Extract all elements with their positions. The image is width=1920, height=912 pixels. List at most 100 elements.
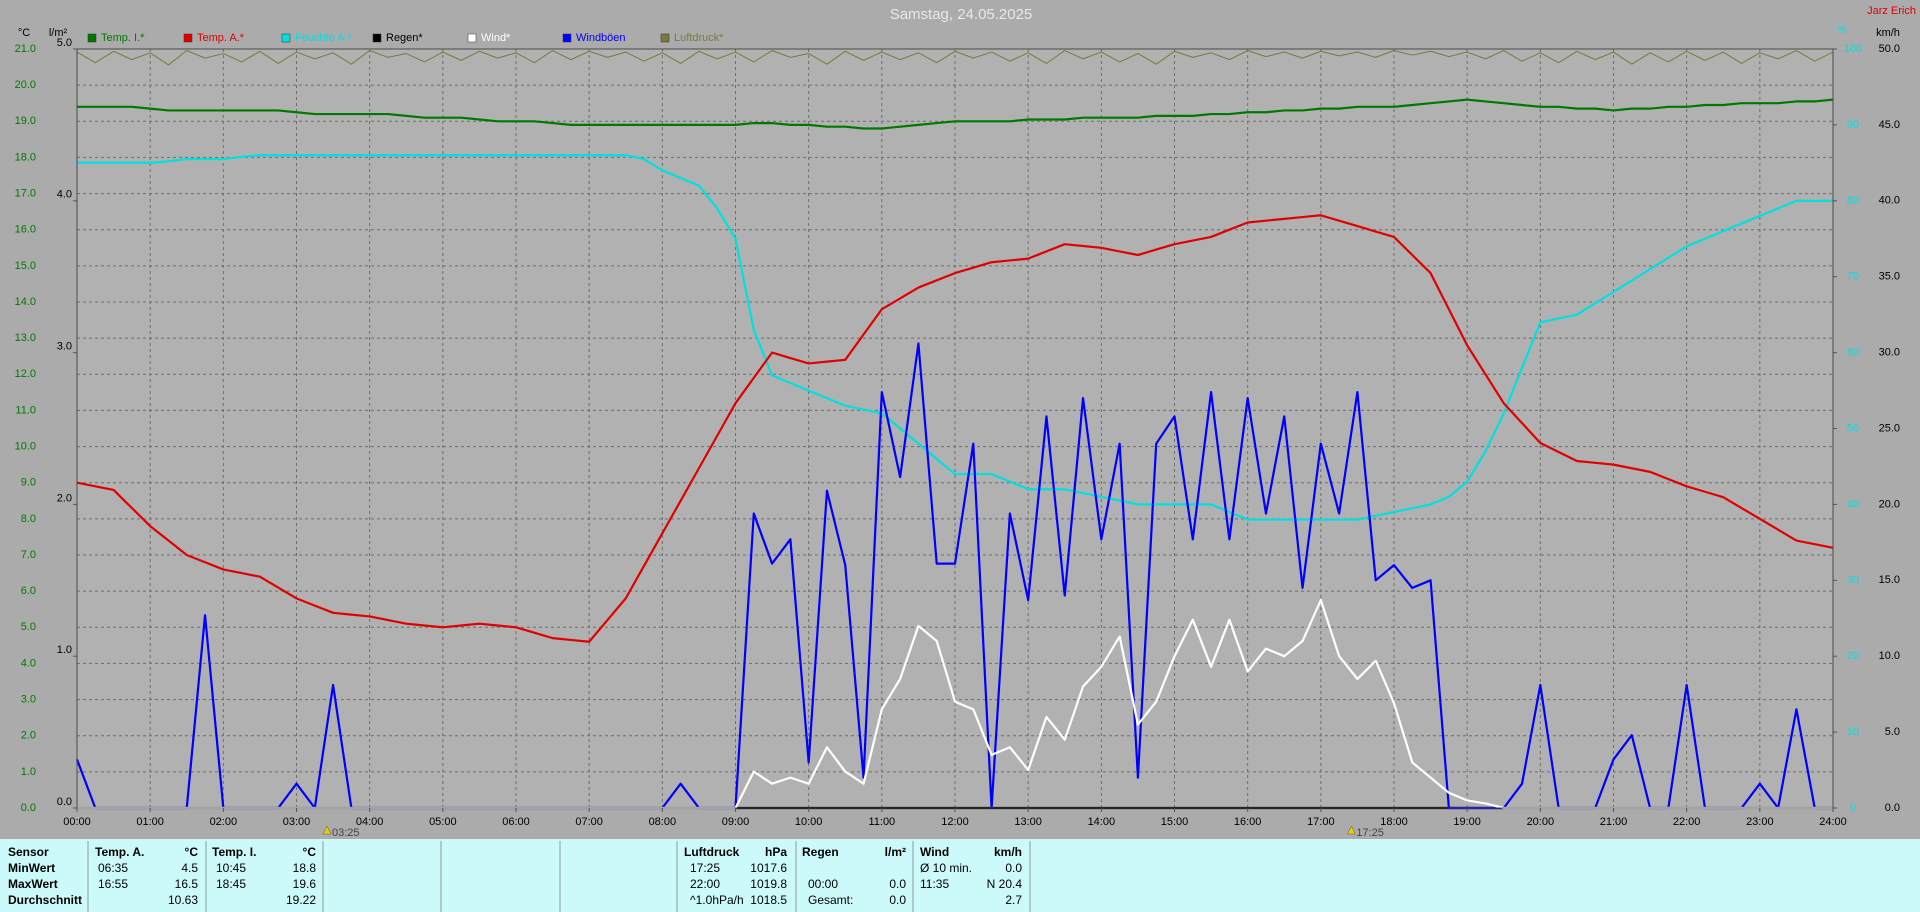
legend-label: Luftdruck* [674, 32, 724, 44]
x-tick-label: 21:00 [1600, 816, 1628, 828]
humidity-tick-label: 50 [1847, 422, 1859, 434]
x-tick-label: 11:00 [868, 816, 895, 828]
rain-tick-label: 0.0 [57, 796, 72, 808]
y-tick-label: 15.0 [15, 260, 36, 272]
y-tick-label: 5.0 [21, 621, 36, 633]
legend-swatch [87, 33, 97, 43]
y-tick-label: 2.0 [21, 730, 36, 742]
wind-tick-label: 40.0 [1879, 195, 1900, 207]
annotation-marker [322, 825, 332, 835]
table-header: Temp. I. [212, 845, 256, 859]
table-cell: 17:25 [690, 861, 720, 875]
humidity-tick-label: 100 [1844, 43, 1862, 55]
legend-swatch [372, 33, 382, 43]
station-name: Jarz Erich [1867, 5, 1916, 17]
x-tick-label: 03:00 [283, 816, 311, 828]
table-cell: 0.0 [1005, 861, 1022, 875]
table-cell: 06:35 [98, 861, 128, 875]
x-tick-label: 10:00 [795, 816, 823, 828]
stats-panel [0, 839, 1920, 912]
table-cell: 19.6 [293, 877, 317, 891]
humidity-tick-label: 60 [1847, 347, 1859, 359]
y-tick-label: 20.0 [15, 79, 36, 91]
annotation-label: 03:25 [332, 827, 360, 839]
x-tick-label: 18:00 [1380, 816, 1408, 828]
table-header: Temp. A. [95, 845, 144, 859]
table-cell: 1019.8 [750, 877, 787, 891]
series-line [77, 154, 1833, 521]
table-cell: 0.0 [889, 893, 906, 907]
annotation-label: 17:25 [1356, 827, 1384, 839]
y-tick-label: 3.0 [21, 693, 36, 705]
rain-tick-label: 4.0 [57, 189, 72, 201]
wind-tick-label: 35.0 [1879, 271, 1900, 283]
table-header: Sensor [8, 845, 49, 859]
y-tick-label: 17.0 [15, 187, 36, 199]
humidity-axis-unit: % [1837, 24, 1847, 36]
x-tick-label: 12:00 [941, 816, 969, 828]
wind-tick-label: 20.0 [1879, 498, 1900, 510]
legend-label: Temp. A.* [197, 32, 245, 44]
table-cell: 10.63 [168, 893, 198, 907]
wind-tick-label: 30.0 [1879, 347, 1900, 359]
legend-swatch [660, 33, 670, 43]
table-cell: 16:55 [98, 877, 128, 891]
humidity-tick-label: 70 [1847, 271, 1859, 283]
humidity-tick-label: 30 [1847, 574, 1859, 586]
y-tick-label: 12.0 [15, 368, 36, 380]
table-header: hPa [765, 845, 787, 859]
table-cell: ^1.0hPa/h [690, 893, 744, 907]
annotation-marker [1346, 825, 1356, 835]
table-header: l/m² [885, 845, 906, 859]
table-cell: 1017.6 [750, 861, 787, 875]
legend-label: Feuchte A.* [295, 32, 353, 44]
y-tick-label: 7.0 [21, 549, 36, 561]
series-line [76, 214, 1834, 643]
table-cell: 18.8 [293, 861, 317, 875]
y-tick-label: 19.0 [15, 115, 36, 127]
legend-label: Wind* [481, 32, 511, 44]
humidity-tick-label: 10 [1847, 726, 1859, 738]
table-header: °C [185, 845, 199, 859]
x-tick-label: 01:00 [136, 816, 164, 828]
table-header: km/h [994, 845, 1022, 859]
table-cell: 0.0 [889, 877, 906, 891]
wind-tick-label: 45.0 [1879, 119, 1900, 131]
table-cell: Ø 10 min. [920, 861, 972, 875]
table-cell: 16.5 [175, 877, 199, 891]
y-tick-label: 4.0 [21, 657, 36, 669]
series-line [76, 50, 1834, 66]
y-tick-label: 8.0 [21, 513, 36, 525]
legend-swatch [562, 33, 572, 43]
rain-tick-label: 3.0 [57, 341, 72, 353]
x-tick-label: 08:00 [649, 816, 677, 828]
y-tick-label: 0.0 [21, 802, 36, 814]
humidity-tick-label: 0 [1850, 802, 1856, 814]
table-cell: 2.7 [1005, 893, 1022, 907]
legend-label: Regen* [386, 32, 423, 44]
x-tick-label: 23:00 [1746, 816, 1774, 828]
wind-tick-label: 25.0 [1879, 422, 1900, 434]
chart-title: Samstag, 24.05.2025 [890, 6, 1033, 23]
legend-label: Temp. I.* [101, 32, 145, 44]
humidity-tick-label: 80 [1847, 195, 1859, 207]
table-cell: Gesamt: [808, 893, 853, 907]
table-cell: 11:35 [920, 877, 949, 891]
y-tick-label: 13.0 [15, 332, 36, 344]
table-cell: 10:45 [216, 861, 246, 875]
x-tick-label: 20:00 [1527, 816, 1555, 828]
x-tick-label: 22:00 [1673, 816, 1701, 828]
legend-label: Windböen [576, 32, 626, 44]
wind-tick-label: 15.0 [1879, 574, 1900, 586]
series-line [77, 98, 1834, 130]
table-cell: 1018.5 [750, 893, 787, 907]
x-tick-label: 24:00 [1819, 816, 1847, 828]
table-header: Luftdruck [684, 845, 740, 859]
legend-swatch [281, 33, 291, 43]
table-cell: 4.5 [181, 861, 198, 875]
wind-tick-label: 10.0 [1879, 650, 1900, 662]
table-header: Wind [920, 845, 949, 859]
wind-tick-label: 50.0 [1879, 43, 1900, 55]
x-tick-label: 14:00 [1088, 816, 1116, 828]
x-tick-label: 07:00 [575, 816, 603, 828]
